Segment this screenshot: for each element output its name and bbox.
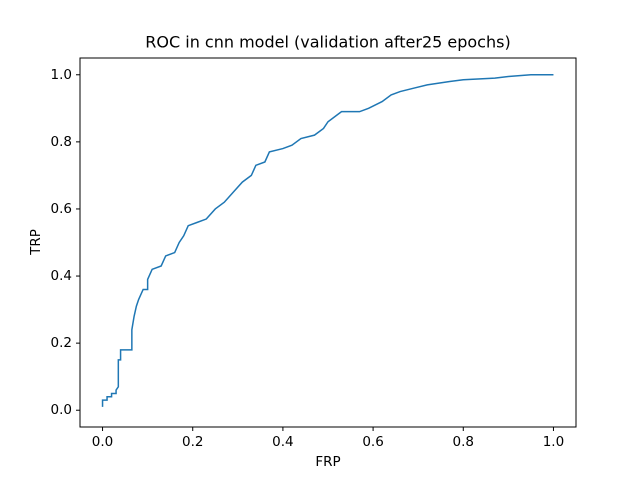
roc-line: [101, 74, 554, 407]
y-tick-label: 1.0: [51, 67, 72, 83]
y-tick-label: 0.0: [51, 402, 72, 418]
axes-frame: [79, 57, 577, 428]
y-tick-label: 0.6: [51, 201, 72, 217]
y-tick-label: 0.8: [51, 134, 72, 150]
y-axis-label: TRP: [28, 229, 44, 256]
x-axis-label: FRP: [315, 454, 340, 470]
chart-title: ROC in cnn model (validation after25 epo…: [145, 33, 510, 52]
x-tick-label: 0.6: [362, 434, 383, 450]
y-tick-label: 0.2: [51, 335, 72, 351]
x-tick-label: 0.2: [182, 434, 203, 450]
x-tick-label: 0.4: [272, 434, 293, 450]
x-tick-label: 0.8: [453, 434, 474, 450]
x-tick-label: 0.0: [92, 434, 113, 450]
x-tick-label: 1.0: [543, 434, 564, 450]
y-tick-label: 0.4: [51, 268, 72, 284]
